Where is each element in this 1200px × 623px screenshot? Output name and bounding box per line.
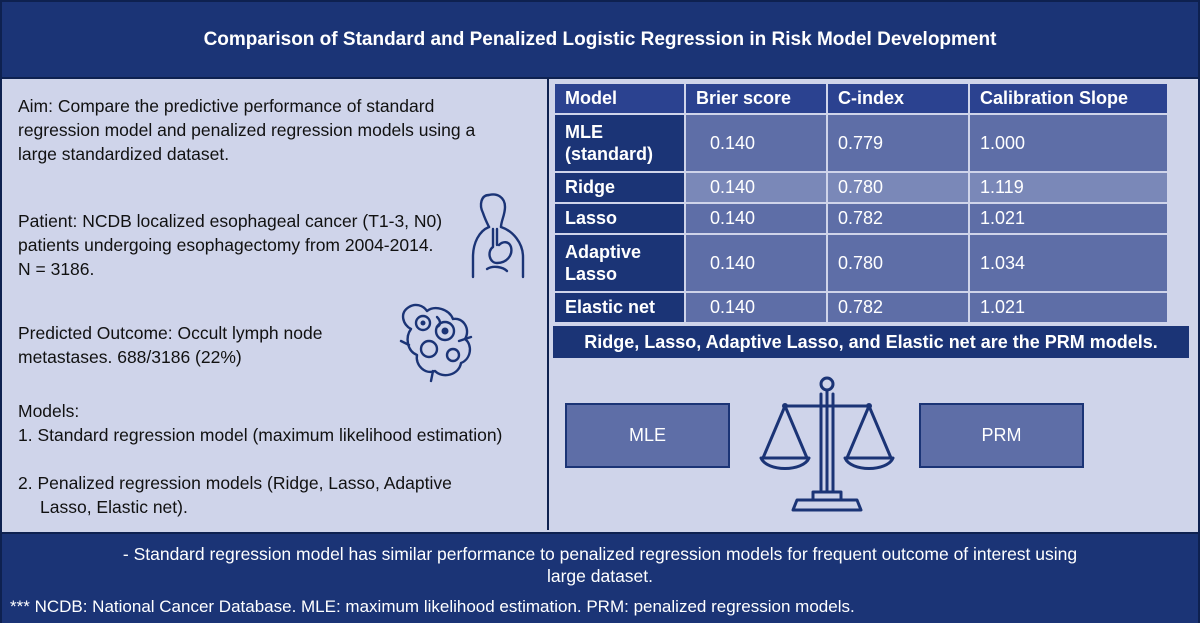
table-row: Ridge 0.140 0.780 1.119: [555, 173, 1167, 202]
models-item-1: 1. Standard regression model (maximum li…: [18, 425, 503, 445]
results-table: Model Brier score C-index Calibration Sl…: [553, 82, 1169, 324]
conclusion-line: - Standard regression model has similar …: [122, 544, 1078, 586]
calibration-slope-cell: 1.021: [970, 204, 1167, 233]
page-title: Comparison of Standard and Penalized Log…: [203, 28, 997, 50]
mle-box: MLE: [565, 403, 730, 468]
mle-label: MLE: [628, 425, 666, 445]
table-header-row: Model Brier score C-index Calibration Sl…: [555, 84, 1167, 113]
prm-box: PRM: [919, 403, 1084, 468]
brier-score-cell: 0.140: [686, 293, 826, 322]
brier-score-cell: 0.140: [686, 115, 826, 171]
patient-text: Patient: NCDB localized esophageal cance…: [18, 211, 443, 279]
prm-note-text: Ridge, Lasso, Adaptive Lasso, and Elasti…: [584, 331, 1158, 352]
model-name-cell: MLE (standard): [555, 115, 684, 171]
calibration-slope-cell: 1.034: [970, 235, 1167, 291]
table-row: Lasso 0.140 0.782 1.021: [555, 204, 1167, 233]
model-name-cell: Ridge: [555, 173, 684, 202]
calibration-slope-cell: 1.021: [970, 293, 1167, 322]
models-heading: Models:: [18, 401, 80, 421]
c-index-cell: 0.780: [828, 173, 968, 202]
column-header: Calibration Slope: [970, 84, 1167, 113]
model-name-cell: Adaptive Lasso: [555, 235, 684, 291]
abbreviations-text: *** NCDB: National Cancer Database. MLE:…: [10, 597, 855, 616]
balance-scale-icon: [759, 376, 895, 512]
c-index-cell: 0.782: [828, 204, 968, 233]
c-index-cell: 0.780: [828, 235, 968, 291]
title-banner: Comparison of Standard and Penalized Log…: [2, 2, 1198, 79]
calibration-slope-cell: 1.000: [970, 115, 1167, 171]
model-name-cell: Lasso: [555, 204, 684, 233]
c-index-cell: 0.779: [828, 115, 968, 171]
table-row: Elastic net 0.140 0.782 1.021: [555, 293, 1167, 322]
footer-banner: - Standard regression model has similar …: [2, 532, 1198, 623]
column-header: Model: [555, 84, 684, 113]
brier-score-cell: 0.140: [686, 204, 826, 233]
aim-text: Aim: Compare the predictive performance …: [18, 96, 476, 164]
models-item-2: 2. Penalized regression models (Ridge, L…: [18, 473, 452, 517]
prm-note: Ridge, Lasso, Adaptive Lasso, and Elasti…: [553, 326, 1189, 358]
table-row: MLE (standard) 0.140 0.779 1.000: [555, 115, 1167, 171]
table-row: Adaptive Lasso 0.140 0.780 1.034: [555, 235, 1167, 291]
outcome-text: Predicted Outcome: Occult lymph node met…: [18, 323, 323, 367]
calibration-slope-cell: 1.119: [970, 173, 1167, 202]
column-header: C-index: [828, 84, 968, 113]
results-panel: Model Brier score C-index Calibration Sl…: [549, 79, 1198, 530]
study-description-panel: Aim: Compare the predictive performance …: [2, 79, 549, 530]
model-name-cell: Elastic net: [555, 293, 684, 322]
brier-score-cell: 0.140: [686, 235, 826, 291]
esophagus-icon: [471, 193, 525, 279]
lymph-node-icon: [399, 303, 473, 383]
c-index-cell: 0.782: [828, 293, 968, 322]
prm-label: PRM: [981, 425, 1022, 445]
conclusion-text: - Standard regression model has similar …: [2, 543, 1198, 587]
column-header: Brier score: [686, 84, 826, 113]
brier-score-cell: 0.140: [686, 173, 826, 202]
